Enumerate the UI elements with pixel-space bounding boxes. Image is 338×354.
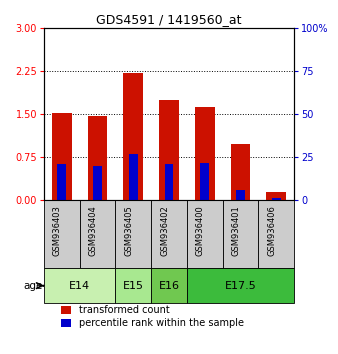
Bar [80,200,115,268]
Bar [57,164,66,200]
Bar [200,163,209,200]
Text: E16: E16 [159,281,179,291]
Text: GSM936401: GSM936401 [232,205,240,256]
Bar [165,164,173,200]
Bar [223,200,258,268]
Bar [52,113,72,200]
Bar [129,154,138,200]
Text: age: age [24,281,43,291]
Text: E17.5: E17.5 [224,281,256,291]
Bar [123,73,143,200]
Bar [115,268,151,303]
Text: E15: E15 [123,281,144,291]
Text: GSM936400: GSM936400 [196,205,205,256]
Text: GSM936402: GSM936402 [160,205,169,256]
Bar [187,200,223,268]
Title: GDS4591 / 1419560_at: GDS4591 / 1419560_at [96,13,242,26]
Bar [44,200,80,268]
Bar [93,166,102,200]
Bar [88,116,107,200]
Text: GSM936406: GSM936406 [267,205,276,256]
Bar [272,198,281,200]
Legend: transformed count, percentile rank within the sample: transformed count, percentile rank withi… [61,306,244,329]
Bar [115,200,151,268]
Bar [44,268,115,303]
Bar [195,107,215,200]
Bar [236,190,245,200]
Bar [151,268,187,303]
Text: GSM936404: GSM936404 [89,205,98,256]
Text: E14: E14 [69,281,90,291]
Text: GSM936405: GSM936405 [124,205,133,256]
Bar [159,100,179,200]
Bar [151,200,187,268]
Bar [258,200,294,268]
Bar [231,144,250,200]
Bar [187,268,294,303]
Bar [266,193,286,200]
Text: GSM936403: GSM936403 [53,205,62,256]
